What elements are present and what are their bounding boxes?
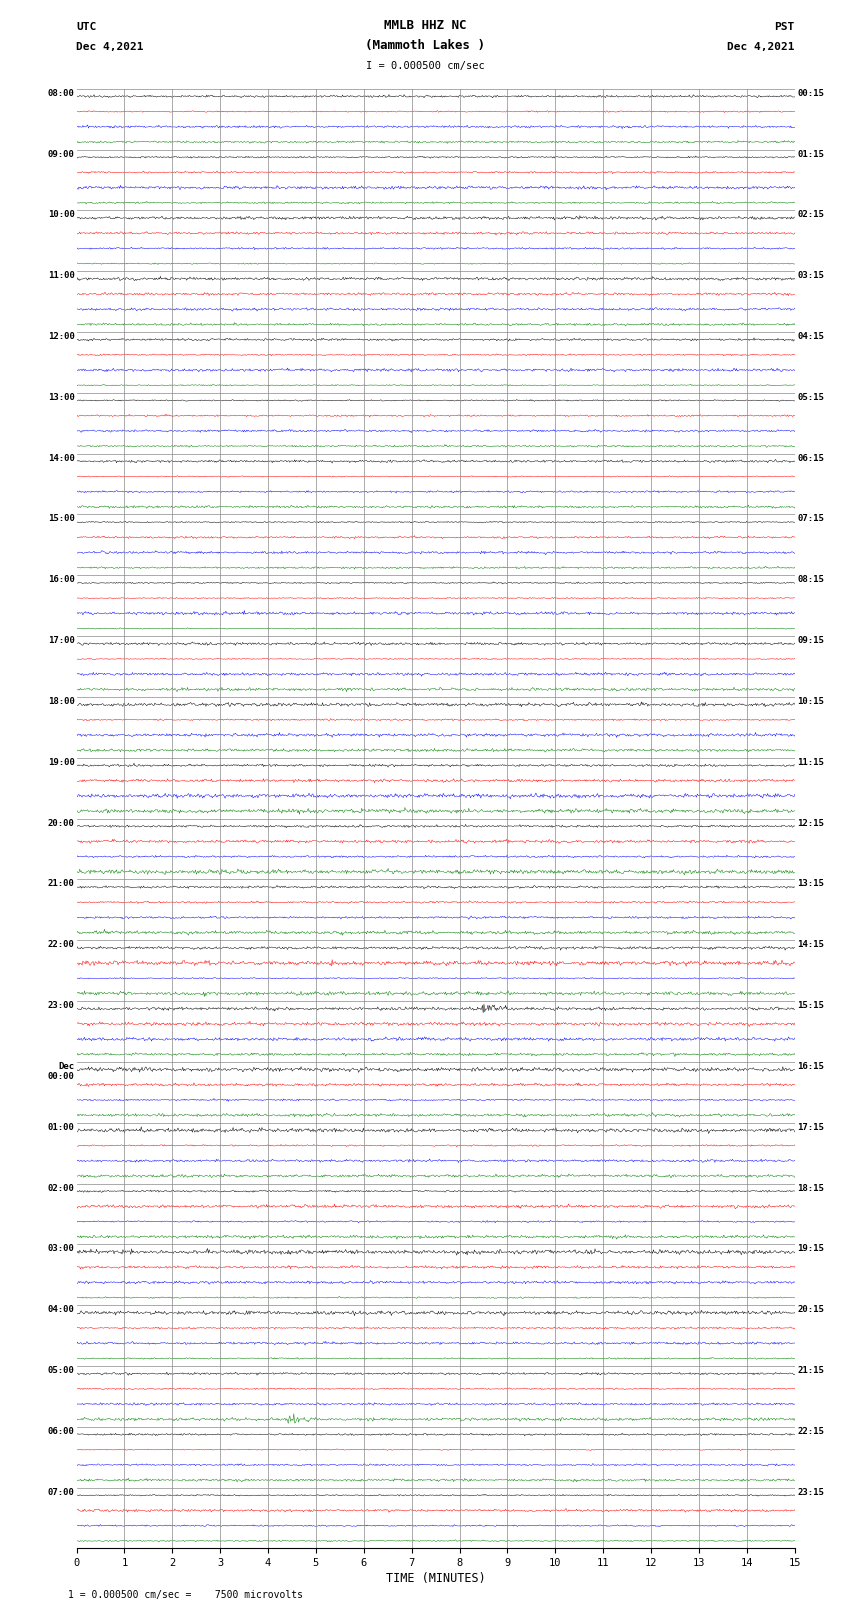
Text: Dec
00:00: Dec 00:00 bbox=[48, 1061, 75, 1081]
Text: I = 0.000500 cm/sec: I = 0.000500 cm/sec bbox=[366, 61, 484, 71]
Text: 15:00: 15:00 bbox=[48, 515, 75, 524]
Text: 01:00: 01:00 bbox=[48, 1123, 75, 1132]
Text: 07:00: 07:00 bbox=[48, 1487, 75, 1497]
Text: 09:15: 09:15 bbox=[797, 636, 824, 645]
Text: 05:15: 05:15 bbox=[797, 394, 824, 402]
Text: 20:00: 20:00 bbox=[48, 819, 75, 827]
Text: 07:15: 07:15 bbox=[797, 515, 824, 524]
Text: 01:15: 01:15 bbox=[797, 150, 824, 158]
Text: 16:15: 16:15 bbox=[797, 1061, 824, 1071]
Text: 22:15: 22:15 bbox=[797, 1428, 824, 1436]
Text: 19:00: 19:00 bbox=[48, 758, 75, 766]
Text: 19:15: 19:15 bbox=[797, 1244, 824, 1253]
Text: 14:15: 14:15 bbox=[797, 940, 824, 948]
Text: Dec 4,2021: Dec 4,2021 bbox=[76, 42, 144, 52]
Text: 12:00: 12:00 bbox=[48, 332, 75, 340]
Text: 03:15: 03:15 bbox=[797, 271, 824, 281]
Text: 11:00: 11:00 bbox=[48, 271, 75, 281]
Text: 15:15: 15:15 bbox=[797, 1002, 824, 1010]
Text: 18:00: 18:00 bbox=[48, 697, 75, 706]
Text: 12:15: 12:15 bbox=[797, 819, 824, 827]
Text: 10:15: 10:15 bbox=[797, 697, 824, 706]
Text: 03:00: 03:00 bbox=[48, 1244, 75, 1253]
Text: 06:15: 06:15 bbox=[797, 453, 824, 463]
Text: 20:15: 20:15 bbox=[797, 1305, 824, 1315]
Text: 23:00: 23:00 bbox=[48, 1002, 75, 1010]
Text: UTC: UTC bbox=[76, 23, 97, 32]
Text: 22:00: 22:00 bbox=[48, 940, 75, 948]
Text: 17:00: 17:00 bbox=[48, 636, 75, 645]
Text: 08:00: 08:00 bbox=[48, 89, 75, 98]
Text: 04:00: 04:00 bbox=[48, 1305, 75, 1315]
Text: 13:00: 13:00 bbox=[48, 394, 75, 402]
Text: Dec 4,2021: Dec 4,2021 bbox=[728, 42, 795, 52]
Text: 11:15: 11:15 bbox=[797, 758, 824, 766]
Text: 10:00: 10:00 bbox=[48, 210, 75, 219]
Text: 13:15: 13:15 bbox=[797, 879, 824, 889]
Text: 02:00: 02:00 bbox=[48, 1184, 75, 1192]
Text: 17:15: 17:15 bbox=[797, 1123, 824, 1132]
Text: 02:15: 02:15 bbox=[797, 210, 824, 219]
Text: 18:15: 18:15 bbox=[797, 1184, 824, 1192]
Text: 14:00: 14:00 bbox=[48, 453, 75, 463]
Text: 09:00: 09:00 bbox=[48, 150, 75, 158]
Text: 1 = 0.000500 cm/sec =    7500 microvolts: 1 = 0.000500 cm/sec = 7500 microvolts bbox=[68, 1590, 303, 1600]
X-axis label: TIME (MINUTES): TIME (MINUTES) bbox=[386, 1573, 485, 1586]
Text: 16:00: 16:00 bbox=[48, 576, 75, 584]
Text: 05:00: 05:00 bbox=[48, 1366, 75, 1374]
Text: 08:15: 08:15 bbox=[797, 576, 824, 584]
Text: 06:00: 06:00 bbox=[48, 1428, 75, 1436]
Text: 04:15: 04:15 bbox=[797, 332, 824, 340]
Text: MMLB HHZ NC: MMLB HHZ NC bbox=[383, 19, 467, 32]
Text: (Mammoth Lakes ): (Mammoth Lakes ) bbox=[365, 39, 485, 52]
Text: 00:15: 00:15 bbox=[797, 89, 824, 98]
Text: 21:00: 21:00 bbox=[48, 879, 75, 889]
Text: 21:15: 21:15 bbox=[797, 1366, 824, 1374]
Text: 23:15: 23:15 bbox=[797, 1487, 824, 1497]
Text: PST: PST bbox=[774, 23, 795, 32]
